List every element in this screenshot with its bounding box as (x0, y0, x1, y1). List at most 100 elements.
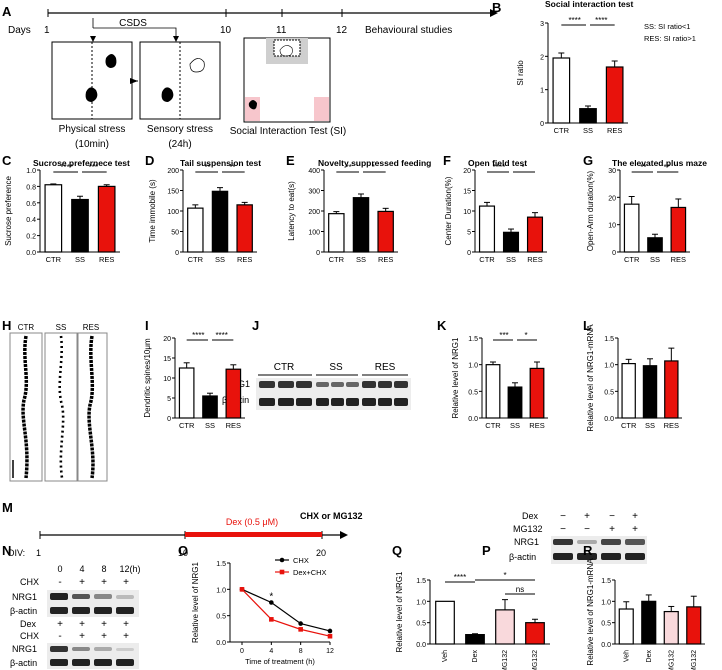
sign-cell: + (101, 619, 107, 630)
x-tick-label: Dex (472, 650, 479, 663)
significance-label: *** (89, 163, 98, 172)
sign-cell: + (123, 619, 129, 630)
blot-group-label: RES (375, 362, 396, 373)
sign-cell: + (57, 619, 63, 630)
y-tick-label: 150 (167, 189, 179, 196)
dendrite-res (87, 335, 95, 479)
div-tick-label: 20 (316, 548, 326, 558)
bar (621, 363, 636, 419)
bracket-arrowhead (90, 36, 96, 42)
panel-a-timeline: A Days 1 10 11 12 CSDS Behavioural studi… (2, 4, 498, 150)
sign-cell: − (560, 511, 566, 522)
x-tick-label: RES (527, 255, 542, 264)
y-tick-label: 0 (316, 250, 320, 257)
chx-row-label: CHX (20, 631, 39, 641)
drug-label: CHX or MG132 (300, 511, 363, 521)
bracket-arrowhead (173, 36, 179, 42)
timeline-arrowhead (490, 9, 498, 17)
x-tick-label: Veh+MG132 (502, 650, 509, 670)
time-label: 12(h) (119, 564, 140, 574)
significance-label: **** (215, 331, 227, 340)
bar (642, 365, 658, 419)
y-tick-label: 1.5 (601, 578, 611, 585)
y-tick-label: 5 (467, 230, 471, 237)
physical-stress-label: Physical stress (59, 124, 126, 135)
bar (647, 237, 663, 253)
data-point (269, 600, 274, 605)
blot-bands-bottom (50, 646, 134, 666)
y-tick-label: 200 (167, 168, 179, 175)
y-tick-label: 50 (171, 230, 179, 237)
time-label: 0 (57, 564, 62, 574)
chx-row-label: CHX (20, 577, 39, 587)
y-tick-label: 0.4 (26, 217, 36, 224)
panel-letter: M (2, 500, 13, 515)
blot-row-label: β-actin (10, 606, 37, 616)
bar (664, 360, 679, 419)
panel-letter: O (178, 543, 188, 558)
y-tick-label: 15 (163, 356, 171, 363)
dex-row-label: Dex (20, 619, 37, 629)
bar (605, 66, 624, 124)
sign-cell: + (79, 619, 85, 630)
enclosure (273, 39, 301, 57)
bar (529, 367, 545, 419)
significance-label: **** (192, 331, 204, 340)
sign-cell: + (609, 524, 615, 535)
y-axis-label: Relative level of NRG1 (191, 561, 200, 642)
legend-label: Dex+CHX (293, 568, 327, 577)
y-tick-label: 20 (163, 336, 171, 343)
blot-row-label: NRG1 (514, 537, 539, 547)
y-tick-label: 0.0 (416, 642, 426, 649)
panel-letter: K (437, 318, 447, 333)
blot-bands (259, 381, 408, 406)
panel-letter: C (2, 153, 12, 168)
blot-group-label: CTR (274, 362, 295, 373)
x-tick-label: SS (75, 255, 85, 264)
sign-cell: + (123, 631, 129, 642)
y-tick-label: 0.5 (468, 389, 478, 396)
blot-group-label: SS (329, 362, 343, 373)
intruder-mouse-icon (85, 87, 98, 102)
group-label: RES (83, 323, 99, 332)
dendrite-image-res (77, 332, 108, 482)
y-tick-label: 1.0 (216, 587, 226, 594)
y-tick-label: 0 (467, 250, 471, 257)
x-tick-label: 4 (269, 648, 273, 655)
aggressor-outline-icon (189, 58, 205, 73)
chart-novelty-feeding: E Novelty suppressed feeding Latency to ea… (286, 153, 431, 264)
significance-label: * (372, 163, 375, 172)
bar (202, 395, 218, 419)
legend-label: CHX (293, 556, 309, 565)
y-tick-label: 1.0 (26, 168, 36, 175)
bar (236, 204, 253, 253)
y-tick-label: 0 (540, 121, 544, 128)
panel-letter: E (286, 153, 295, 168)
panel-p-western-blot: P Dex MG132 − + − + − − + + NRG1 β-actin (482, 511, 647, 564)
y-axis-label: Relative level of NRG1 (451, 337, 460, 418)
y-tick-label: 1.5 (216, 561, 226, 568)
bar (211, 190, 229, 253)
x-tick-label: SS (650, 255, 660, 264)
significance-label: * (524, 331, 527, 340)
blot-row-label: β-actin (509, 552, 536, 562)
sign-cell: + (101, 577, 107, 588)
significance-label: * (503, 571, 506, 580)
data-point (298, 627, 303, 632)
si-test-label: Social Interaction Test (SI) (230, 126, 347, 137)
bar (495, 609, 515, 645)
data-point (239, 587, 245, 592)
y-tick-label: 200 (308, 209, 320, 216)
data-point (269, 617, 274, 622)
significance-label: ** (664, 163, 670, 172)
y-tick-label: 0.0 (216, 640, 226, 647)
y-tick-label: 0.0 (604, 416, 614, 423)
y-tick-label: 10 (463, 209, 471, 216)
chart-title: The elevated plus maze (612, 158, 707, 168)
y-tick-label: 1.5 (416, 578, 426, 585)
x-tick-label: RES (607, 126, 622, 135)
panel-letter: A (2, 4, 12, 19)
bar (618, 608, 634, 645)
dendrite-ss (58, 335, 65, 479)
